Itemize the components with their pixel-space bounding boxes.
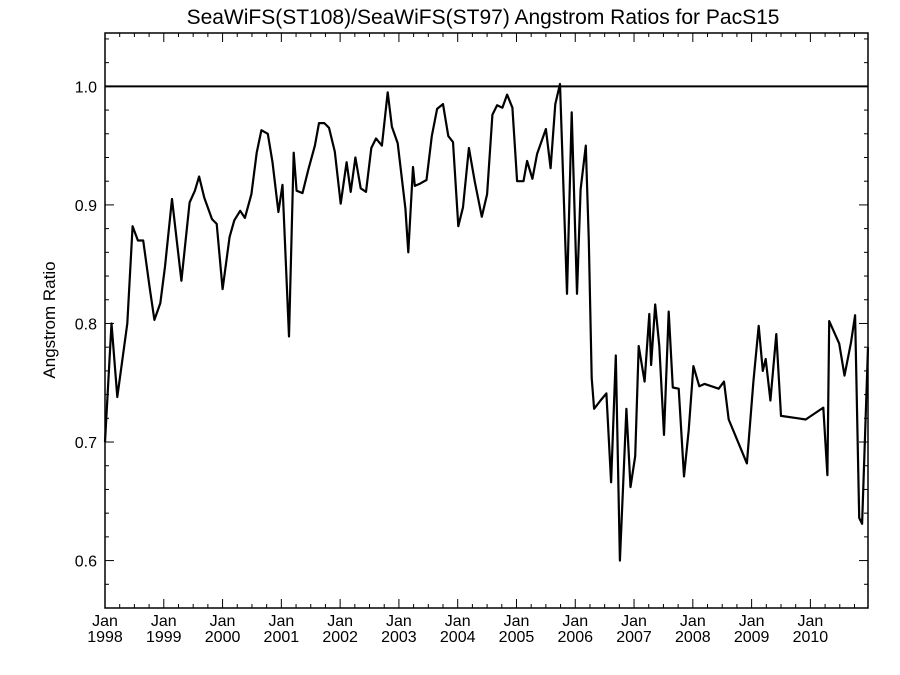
x-tick-year-label: 1999	[146, 629, 182, 646]
x-tick-year-label: 2009	[734, 629, 770, 646]
x-tick-month-label: Jan	[445, 613, 471, 630]
x-tick-month-label: Jan	[151, 613, 177, 630]
x-tick-year-label: 2006	[557, 629, 593, 646]
x-tick-month-label: Jan	[621, 613, 647, 630]
y-tick-label: 1.0	[75, 79, 97, 96]
x-tick-month-label: Jan	[210, 613, 236, 630]
chart-title: SeaWiFS(ST108)/SeaWiFS(ST97) Angstrom Ra…	[187, 6, 780, 29]
x-tick-month-label: Jan	[797, 613, 823, 630]
x-tick-month-label: Jan	[327, 613, 353, 630]
y-tick-label: 0.6	[75, 554, 97, 571]
y-tick-label: 0.9	[75, 198, 97, 215]
x-tick-month-label: Jan	[562, 613, 588, 630]
x-tick-month-label: Jan	[680, 613, 706, 630]
x-tick-year-label: 1998	[87, 629, 123, 646]
y-axis: 0.6 0.7 0.8 0.9 1.0	[75, 38, 868, 585]
x-tick-month-label: Jan	[739, 613, 765, 630]
x-tick-year-label: 2007	[616, 629, 652, 646]
x-tick-year-label: 2001	[264, 629, 300, 646]
x-tick-year-label: 2000	[205, 629, 241, 646]
y-tick-label: 0.7	[75, 435, 97, 452]
x-tick-month-label: Jan	[386, 613, 412, 630]
plot-frame	[104, 32, 869, 609]
x-tick-year-label: 2004	[440, 629, 476, 646]
x-tick-year-label: 2005	[499, 629, 535, 646]
x-tick-year-label: 2010	[793, 629, 829, 646]
x-tick-month-label: Jan	[504, 613, 530, 630]
y-axis-label: Angstrom Ratio	[40, 261, 59, 378]
x-tick-year-label: 2008	[675, 629, 711, 646]
series-line	[103, 82, 870, 562]
x-tick-year-label: 2002	[322, 629, 358, 646]
x-tick-month-label: Jan	[92, 613, 118, 630]
x-tick-month-label: Jan	[268, 613, 294, 630]
x-tick-year-label: 2003	[381, 629, 417, 646]
y-tick-label: 0.8	[75, 316, 97, 333]
x-axis: Jan1998Jan1999Jan2000Jan2001Jan2002Jan20…	[87, 33, 855, 646]
